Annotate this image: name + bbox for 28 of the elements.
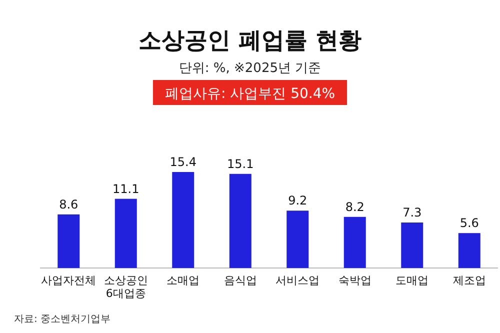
- data-label: 15.1: [227, 156, 254, 171]
- data-label: 8.6: [59, 197, 78, 212]
- bar: [58, 214, 80, 268]
- x-tick-label: 숙박업: [338, 274, 372, 287]
- chart-subtitle: 단위: %, ※2025년 기준: [178, 61, 322, 76]
- bar: [344, 216, 366, 268]
- x-tick-label: 제조업: [452, 274, 486, 287]
- x-tick-label: 서비스업: [276, 274, 320, 287]
- text: 폐업사유: 사업부진 50.4%: [164, 86, 336, 102]
- data-label: 8.2: [345, 200, 364, 214]
- data-label: 11.1: [112, 182, 140, 196]
- x-tick-label: 사업자전체: [41, 274, 96, 287]
- bar: [114, 198, 137, 268]
- x-tick-label: 도매업: [396, 274, 429, 287]
- bar: [401, 222, 424, 268]
- data-label: 7.3: [402, 205, 422, 220]
- bar: [172, 172, 194, 268]
- data-label: 5.6: [460, 216, 479, 230]
- bar: [229, 174, 252, 268]
- bar: [286, 210, 309, 268]
- bar: [458, 233, 480, 268]
- x-tick-label: 소상공인 6대업종: [104, 274, 148, 300]
- data-label: 9.2: [288, 194, 308, 208]
- text: 자료: 중소벤처기업부: [14, 314, 111, 325]
- chart-title: 소상공인 폐업률 현황: [138, 28, 362, 54]
- x-tick-label: 소매업: [166, 274, 200, 287]
- x-tick-label: 음식업: [224, 274, 257, 287]
- data-label: 15.4: [170, 155, 196, 169]
